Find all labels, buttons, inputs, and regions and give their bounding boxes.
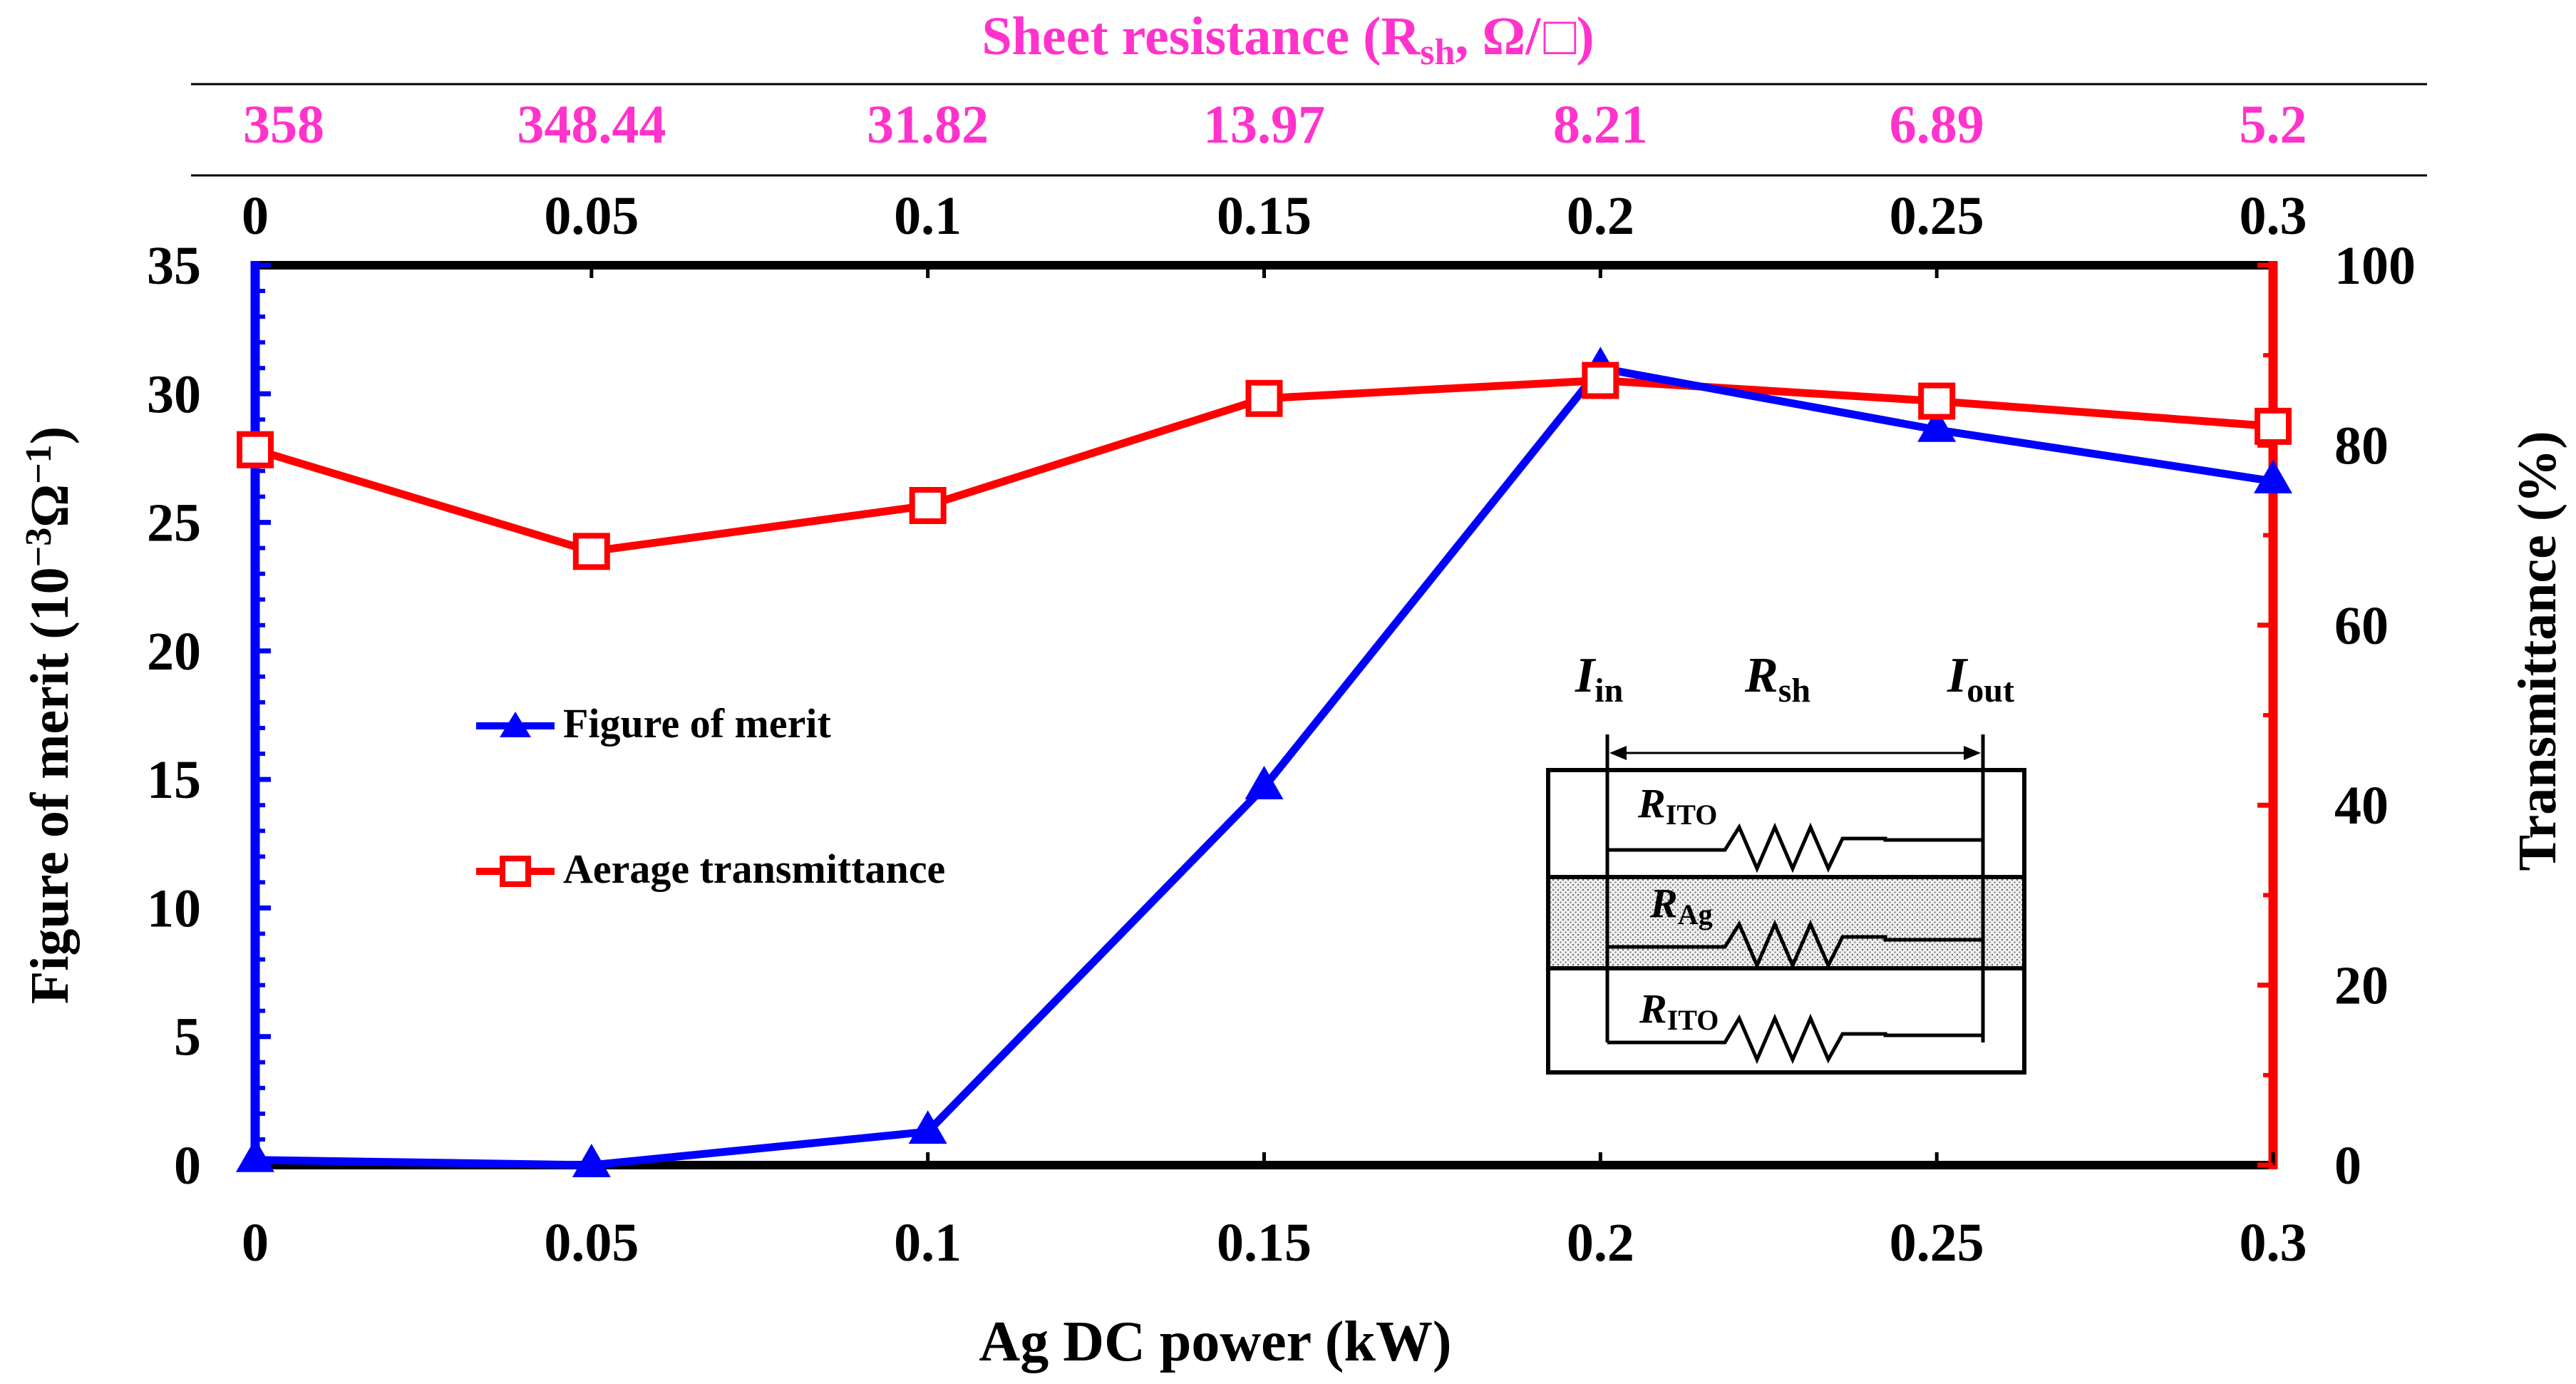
inset-resistor-ag — [1607, 919, 1983, 970]
sheet-resistance-value: 5.2 — [2240, 95, 2307, 155]
transmittance-point — [1918, 382, 1956, 420]
figure-of-merit-point — [908, 1110, 947, 1144]
right-tick-label: 20 — [2334, 956, 2389, 1016]
left-tick-label: 15 — [147, 750, 201, 810]
top-tick-label: 0.1 — [894, 186, 962, 246]
figure-of-merit-point — [236, 1138, 274, 1172]
transmittance-point — [237, 431, 274, 468]
inset-label-r-ag: RAg — [1649, 880, 1713, 931]
right-tick-label: 0 — [2334, 1136, 2361, 1196]
sheet-resistance-value: 8.21 — [1553, 95, 1648, 155]
top-tick-label: 0.05 — [544, 186, 639, 246]
transmittance-point — [2255, 407, 2292, 445]
inset-resistor-ito-top — [1607, 822, 1983, 873]
square-symbol: □ — [1543, 6, 1576, 66]
legend-fom-marker — [500, 712, 531, 737]
inset-label-r-ito-top: RITO — [1637, 780, 1717, 831]
sheet-resistance-value: 31.82 — [867, 95, 989, 155]
sheet-resistance-value: 358 — [243, 95, 324, 155]
legend-fom-label: Figure of merit — [563, 700, 831, 747]
figure-of-merit-point — [2254, 459, 2292, 493]
top-axis-title: Sheet resistance (Rsh, Ω/□) — [982, 6, 1594, 73]
legend: Figure of merit Aerage transmittance — [476, 700, 945, 892]
inset-frame — [1546, 768, 2026, 1075]
inset-arrow-head-left — [1609, 746, 1627, 760]
right-axis-title: Transmittance (%) — [2508, 431, 2567, 871]
x-axis-title: Ag DC power (kW) — [979, 1311, 1452, 1373]
right-tick-label: 100 — [2334, 236, 2416, 296]
sheet-resistance-value: 6.89 — [1890, 95, 1984, 155]
left-tick-label: 25 — [147, 493, 201, 553]
inset-resistor-ito-bottom — [1607, 1013, 1983, 1065]
right-tick-label: 80 — [2334, 416, 2389, 476]
x-tick-label: 0.25 — [1890, 1213, 1984, 1273]
inset-diagram: Iin Rsh Iout RITO RAg RITO — [1546, 648, 2026, 1075]
right-tick-label: 60 — [2334, 596, 2389, 656]
figure-of-merit-point — [572, 1144, 611, 1177]
left-tick-label: 20 — [147, 622, 201, 682]
left-axis-ticks: 0 5 10 15 20 25 30 35 — [147, 236, 271, 1196]
transmittance-point — [1582, 362, 1619, 399]
top-axis-ticks: 0 0.05 0.1 0.15 0.2 0.25 0.3 — [242, 186, 2307, 278]
x-tick-label: 0 — [242, 1213, 269, 1273]
right-axis-ticks: 0 20 40 60 80 100 — [2257, 236, 2416, 1196]
right-tick-label: 40 — [2334, 776, 2389, 836]
figure-of-merit-point — [1245, 765, 1284, 799]
left-tick-label: 5 — [174, 1008, 201, 1067]
sheet-resistance-value: 13.97 — [1203, 95, 1325, 155]
legend-trans-label: Aerage transmittance — [563, 846, 945, 892]
left-tick-label: 35 — [147, 236, 201, 296]
left-axis-title: Figure of merit (10−3Ω−1) — [19, 426, 80, 1004]
inset-label-r-sh: Rsh — [1744, 648, 1810, 709]
x-tick-label: 0.1 — [894, 1213, 962, 1273]
transmittance-point — [909, 486, 947, 524]
inset-label-r-ito-bottom: RITO — [1639, 985, 1719, 1036]
x-tick-label: 0.15 — [1217, 1213, 1312, 1273]
transmittance-point — [572, 533, 610, 570]
series-layer — [236, 347, 2292, 1177]
left-tick-label: 30 — [147, 364, 201, 424]
x-axis-ticks: 0 0.05 0.1 0.15 0.2 0.25 0.3 — [242, 1152, 2307, 1273]
sheet-resistance-value: 348.44 — [517, 95, 666, 155]
x-tick-label: 0.2 — [1567, 1213, 1634, 1273]
inset-label-i-in: Iin — [1575, 648, 1623, 709]
x-tick-label: 0.05 — [544, 1213, 639, 1273]
figure-of-merit-point — [1917, 408, 1957, 442]
sheet-resistance-values: 358 348.44 31.82 13.97 8.21 6.89 5.2 — [243, 95, 2307, 155]
left-tick-label: 0 — [174, 1136, 201, 1196]
top-tick-label: 0.2 — [1567, 186, 1634, 246]
top-tick-label: 0.25 — [1890, 186, 1984, 246]
top-tick-label: 0.15 — [1217, 186, 1312, 246]
top-tick-label: 0 — [242, 186, 269, 246]
inset-arrow-head-right — [1964, 746, 1981, 760]
left-tick-label: 10 — [147, 878, 201, 938]
top-tick-label: 0.3 — [2240, 186, 2307, 246]
legend-trans-marker — [500, 856, 531, 887]
inset-label-i-out: Iout — [1947, 648, 2014, 709]
transmittance-point — [1245, 379, 1283, 417]
x-tick-label: 0.3 — [2240, 1213, 2307, 1273]
